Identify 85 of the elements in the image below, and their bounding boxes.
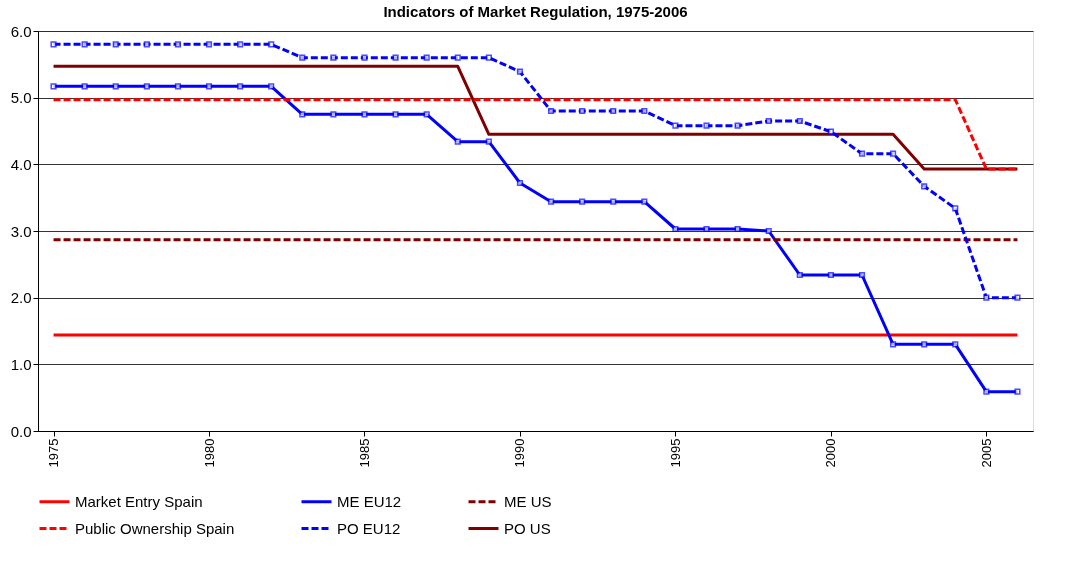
point (858, 150, 866, 157)
point (579, 107, 586, 115)
point (734, 122, 741, 129)
point (765, 117, 772, 125)
point (205, 41, 213, 48)
y-tick-label: 2.0 (10, 289, 32, 307)
point (112, 41, 119, 48)
legend-label: Market Entry Spain (75, 492, 203, 510)
point (237, 83, 244, 90)
x-tick-label: 1985 (356, 438, 372, 468)
point (516, 179, 524, 187)
point (827, 271, 834, 279)
point (610, 198, 617, 205)
point (485, 138, 492, 145)
point (299, 54, 306, 61)
point (174, 41, 182, 48)
point (796, 271, 803, 279)
point (392, 54, 399, 61)
point (889, 150, 897, 157)
legend-label: ME US (504, 492, 552, 510)
point (268, 41, 275, 48)
x-tick-label: 1995 (667, 438, 683, 468)
y-tick-label: 3.0 (10, 222, 32, 240)
point (174, 83, 182, 90)
point (703, 225, 710, 233)
point (796, 117, 803, 125)
y-tick-label: 1.0 (10, 355, 32, 373)
point (237, 41, 244, 48)
point (299, 111, 306, 118)
chart-title: Indicators of Market Regulation, 1975-2006 (383, 3, 688, 20)
y-tick-label: 4.0 (10, 155, 32, 173)
point (703, 122, 710, 129)
point (827, 128, 834, 135)
y-tick-label: 5.0 (10, 89, 32, 107)
point (516, 68, 524, 75)
point (858, 271, 866, 279)
point (330, 111, 337, 118)
point (672, 225, 679, 233)
point (454, 54, 461, 61)
point (952, 205, 959, 212)
point (50, 83, 57, 90)
y-tick-label: 6.0 (10, 22, 32, 40)
point (143, 41, 150, 48)
point (672, 122, 679, 129)
point (1014, 388, 1021, 395)
point (547, 198, 555, 205)
point (547, 107, 555, 115)
point (81, 41, 88, 48)
point (952, 341, 959, 348)
point (81, 83, 88, 90)
x-tick-label: 2005 (978, 438, 994, 468)
point (423, 111, 430, 118)
point (921, 183, 928, 190)
point (485, 54, 492, 61)
point (610, 107, 617, 115)
point (423, 54, 430, 61)
point (268, 83, 275, 90)
y-tick-label: 0.0 (10, 422, 32, 440)
point (765, 227, 772, 235)
point (579, 198, 586, 205)
point (1014, 294, 1021, 301)
legend-label: Public Ownership Spain (75, 519, 235, 537)
point (143, 83, 150, 90)
legend-label: ME EU12 (337, 492, 402, 510)
point (734, 225, 741, 233)
point (454, 138, 461, 145)
point (983, 294, 990, 301)
point (361, 111, 368, 118)
legend-label: PO US (504, 519, 551, 537)
x-tick-label: 1975 (46, 438, 62, 468)
point (205, 83, 213, 90)
point (361, 54, 368, 61)
point (641, 198, 648, 205)
x-tick-label: 1980 (201, 438, 217, 468)
point (921, 341, 928, 348)
x-tick-label: 1990 (512, 438, 528, 468)
point (330, 54, 337, 61)
point (641, 107, 648, 115)
point (50, 41, 57, 48)
x-tick-label: 2000 (823, 438, 839, 468)
legend-label: PO EU12 (337, 519, 401, 537)
point (112, 83, 119, 90)
point (983, 388, 990, 395)
point (392, 111, 399, 118)
point (889, 341, 897, 348)
